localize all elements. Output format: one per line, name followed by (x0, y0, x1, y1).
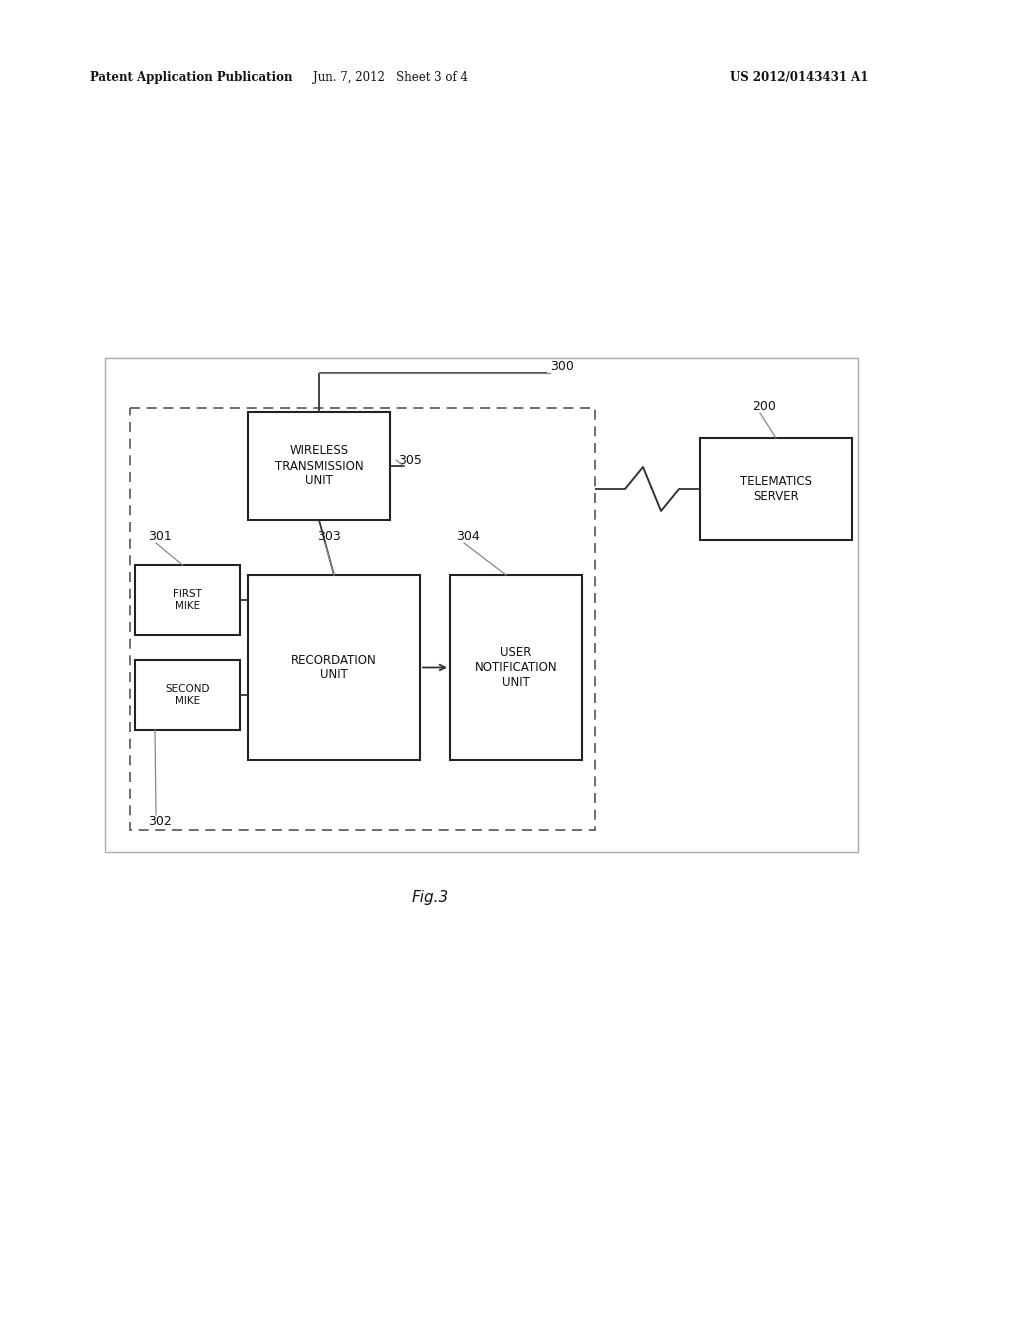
Text: 302: 302 (148, 814, 172, 828)
Bar (105, 358, 858, 851)
Text: USER
NOTIFICATION
UNIT: USER NOTIFICATION UNIT (475, 645, 557, 689)
Text: 305: 305 (398, 454, 422, 466)
Text: WIRELESS
TRANSMISSION
UNIT: WIRELESS TRANSMISSION UNIT (274, 445, 364, 487)
Text: RECORDATION
UNIT: RECORDATION UNIT (291, 653, 377, 681)
Bar (130, 408, 595, 830)
Text: 303: 303 (317, 531, 341, 543)
Text: Fig.3: Fig.3 (412, 890, 449, 906)
Text: FIRST
MIKE: FIRST MIKE (173, 589, 202, 611)
Text: SECOND
MIKE: SECOND MIKE (165, 684, 210, 706)
Text: 200: 200 (752, 400, 776, 413)
Bar (135, 660, 240, 730)
Text: Jun. 7, 2012   Sheet 3 of 4: Jun. 7, 2012 Sheet 3 of 4 (312, 71, 468, 84)
Text: 300: 300 (550, 360, 573, 374)
Text: 304: 304 (456, 531, 480, 543)
Bar (248, 412, 390, 520)
Text: US 2012/0143431 A1: US 2012/0143431 A1 (730, 71, 868, 84)
Bar (248, 576, 420, 760)
Bar (700, 438, 852, 540)
Text: Patent Application Publication: Patent Application Publication (90, 71, 293, 84)
Bar (450, 576, 582, 760)
Text: TELEMATICS
SERVER: TELEMATICS SERVER (740, 475, 812, 503)
Text: 301: 301 (148, 531, 172, 543)
Bar (135, 565, 240, 635)
